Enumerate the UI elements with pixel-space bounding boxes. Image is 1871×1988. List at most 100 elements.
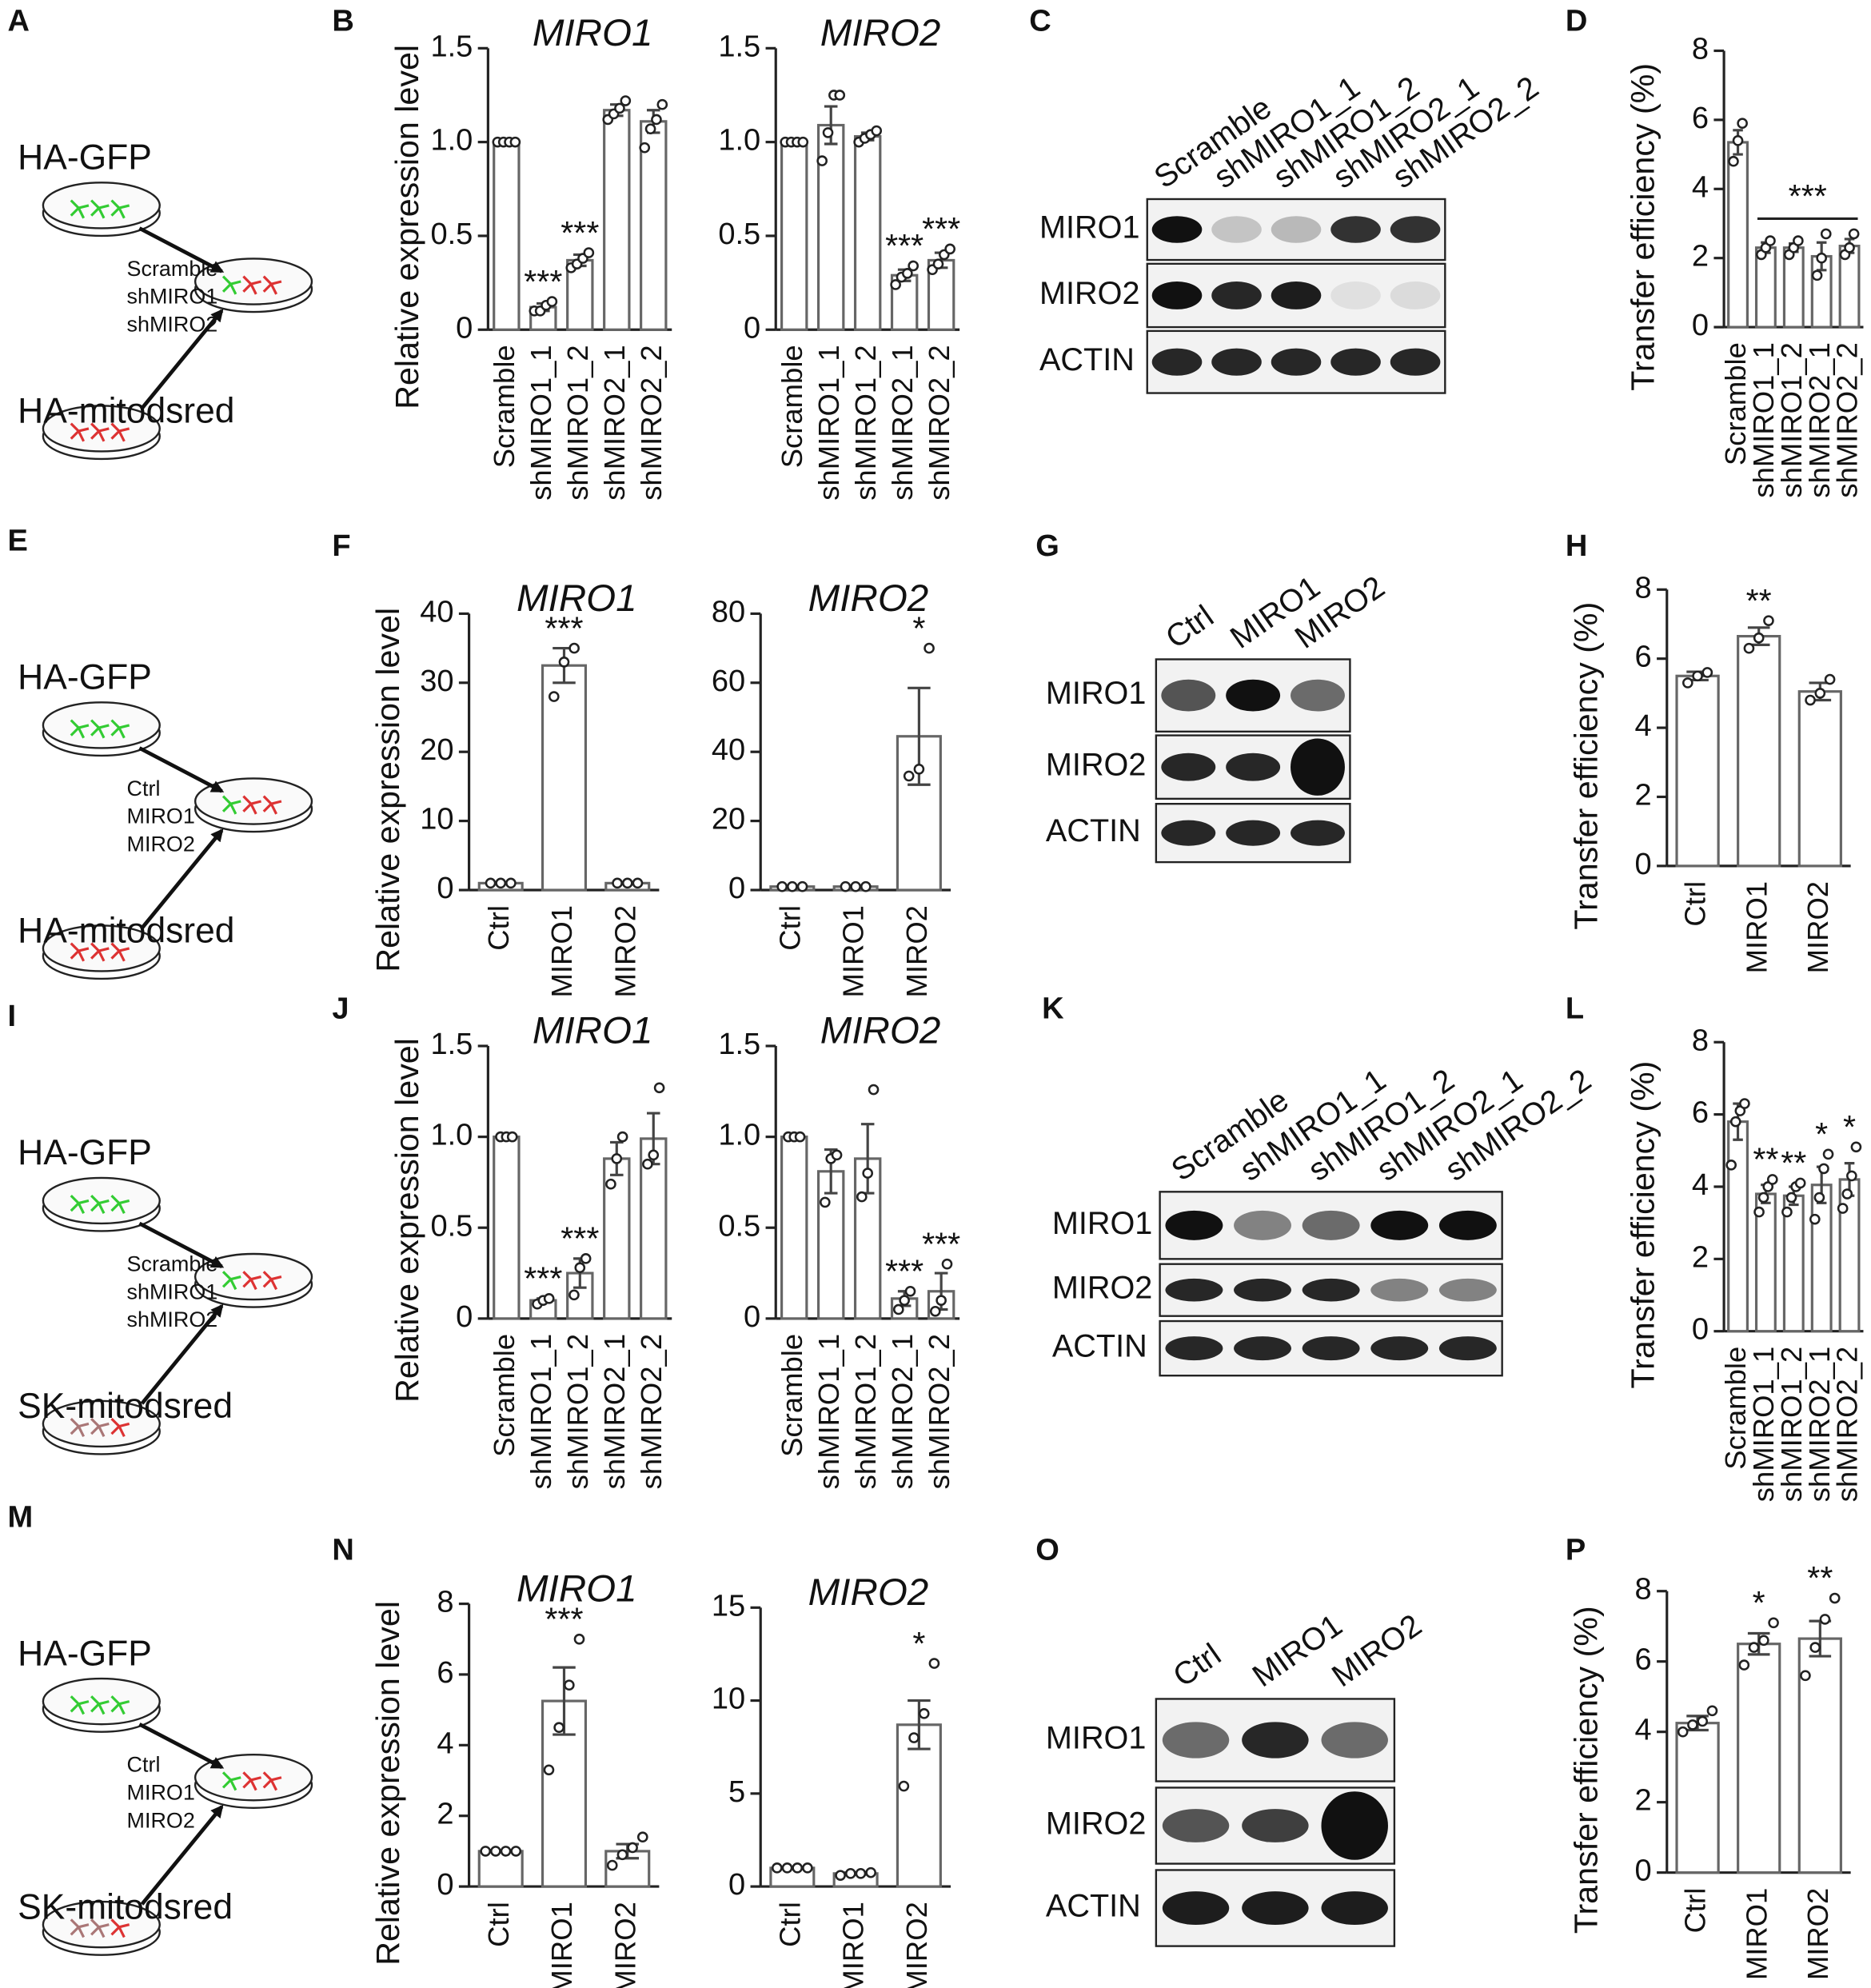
data-point <box>546 296 558 307</box>
bar <box>853 135 882 331</box>
chart-title: MIRO1 <box>517 577 637 620</box>
band <box>1302 1278 1360 1302</box>
bar <box>1797 690 1842 868</box>
data-point <box>1766 1174 1778 1185</box>
x-tick-label: shMIRO1_2 <box>561 345 594 501</box>
cell <box>221 275 241 295</box>
cell <box>70 199 90 219</box>
chart-title: MIRO2 <box>808 577 929 620</box>
recipient-label: SK-mitodsred <box>18 1887 233 1926</box>
error-bar <box>908 1699 931 1750</box>
significance: *** <box>885 1252 924 1289</box>
treatment-label: Ctrl <box>127 776 161 800</box>
arrow <box>140 828 224 930</box>
treatment-label: Scramble <box>127 1251 218 1275</box>
y-tick-label: 1.0 <box>430 124 473 158</box>
data-point <box>500 1846 512 1857</box>
panel-letter: A <box>8 5 30 38</box>
y-tick-label: 15 <box>712 1589 745 1623</box>
treatment-label: Ctrl <box>127 1753 161 1777</box>
y-tick-label: 0 <box>437 1868 453 1902</box>
x-tick-label: shMIRO1_2 <box>1775 1347 1808 1502</box>
treatment-label: MIRO1 <box>127 804 195 828</box>
y-tick-label: 4 <box>1692 1168 1709 1202</box>
panel-letter: B <box>332 5 353 38</box>
data-point <box>509 136 521 148</box>
data-point <box>787 880 798 892</box>
band <box>1165 1278 1223 1302</box>
y-axis-label: Transfer efficiency (%) <box>1567 602 1604 930</box>
cell <box>70 719 90 739</box>
cell <box>262 1271 282 1291</box>
x-tick-label: shMIRO2_1 <box>598 1334 631 1489</box>
dish-rim <box>42 1677 161 1726</box>
data-point <box>614 102 625 114</box>
y-tick-label: 20 <box>420 733 453 767</box>
data-point <box>636 1831 648 1843</box>
data-point <box>890 279 901 290</box>
band <box>1165 1210 1223 1240</box>
data-point <box>605 1178 616 1190</box>
cell <box>90 719 110 739</box>
cell <box>90 1417 110 1438</box>
y-tick-label: 0 <box>1635 848 1652 881</box>
y-tick-label: 0 <box>437 872 453 905</box>
data-point <box>1743 642 1755 654</box>
band <box>1370 1278 1429 1302</box>
band <box>1151 281 1203 309</box>
data-point <box>1781 1206 1793 1218</box>
data-point <box>1829 1592 1841 1604</box>
data-point <box>1805 694 1816 706</box>
y-tick-label: 0 <box>744 311 760 345</box>
y-tick-label: 0 <box>1692 309 1709 342</box>
cell <box>70 422 90 442</box>
bar <box>1727 1120 1749 1333</box>
band <box>1226 820 1281 846</box>
chart-title: MIRO2 <box>820 1010 941 1052</box>
data-point <box>506 1131 518 1143</box>
arrow <box>138 1221 225 1268</box>
error-bar <box>553 1666 576 1736</box>
cell <box>242 1771 261 1791</box>
x-tick-label: shMIRO2_2 <box>635 345 668 501</box>
cell <box>90 1194 110 1214</box>
arrow <box>140 1804 224 1906</box>
y-axis-label: Transfer efficiency (%) <box>1567 1606 1604 1934</box>
y-axis-label: Relative expression level <box>369 1601 406 1966</box>
cell <box>110 1417 130 1438</box>
x-tick-label: shMIRO2_2 <box>635 1334 668 1489</box>
band <box>1330 348 1381 376</box>
panel-letter: J <box>332 992 349 1026</box>
data-point <box>616 1849 628 1861</box>
y-axis-label: Transfer efficiency (%) <box>1625 63 1662 391</box>
band <box>1271 216 1322 243</box>
treatment-label: shMIRO2 <box>127 313 218 337</box>
x-tick-label: shMIRO2_1 <box>1803 1347 1836 1503</box>
band <box>1242 1891 1309 1925</box>
y-tick-label: 0 <box>1692 1313 1709 1347</box>
x-tick-label: Scramble <box>776 1334 808 1457</box>
bar <box>816 1170 845 1320</box>
bar <box>1810 1184 1833 1333</box>
data-point <box>1813 1192 1825 1204</box>
data-point <box>932 258 944 269</box>
y-tick-label: 1.0 <box>718 124 760 158</box>
data-point <box>835 1870 846 1881</box>
arrow <box>140 309 224 410</box>
band <box>1234 1210 1291 1240</box>
data-point <box>781 1862 793 1874</box>
schematic: E HA-GFP Ctrl MIRO1 MIRO2 HA-mitodsred <box>8 525 313 980</box>
significance: * <box>912 609 925 646</box>
treatment-label: MIRO1 <box>127 1780 195 1804</box>
x-tick-label: MIRO2 <box>608 905 641 997</box>
y-axis-label: Transfer efficiency (%) <box>1625 1061 1662 1389</box>
data-point <box>898 1780 910 1792</box>
x-tick-label: Ctrl <box>773 1902 806 1947</box>
data-point <box>1737 118 1748 130</box>
y-axis-label: Relative expression level <box>389 45 425 409</box>
y-tick-label: 6 <box>1692 102 1709 135</box>
panel-letter: F <box>332 529 350 563</box>
band <box>1321 1791 1388 1860</box>
x-tick-label: MIRO1 <box>1740 1888 1773 1980</box>
recipient-label: SK-mitodsred <box>18 1387 233 1426</box>
